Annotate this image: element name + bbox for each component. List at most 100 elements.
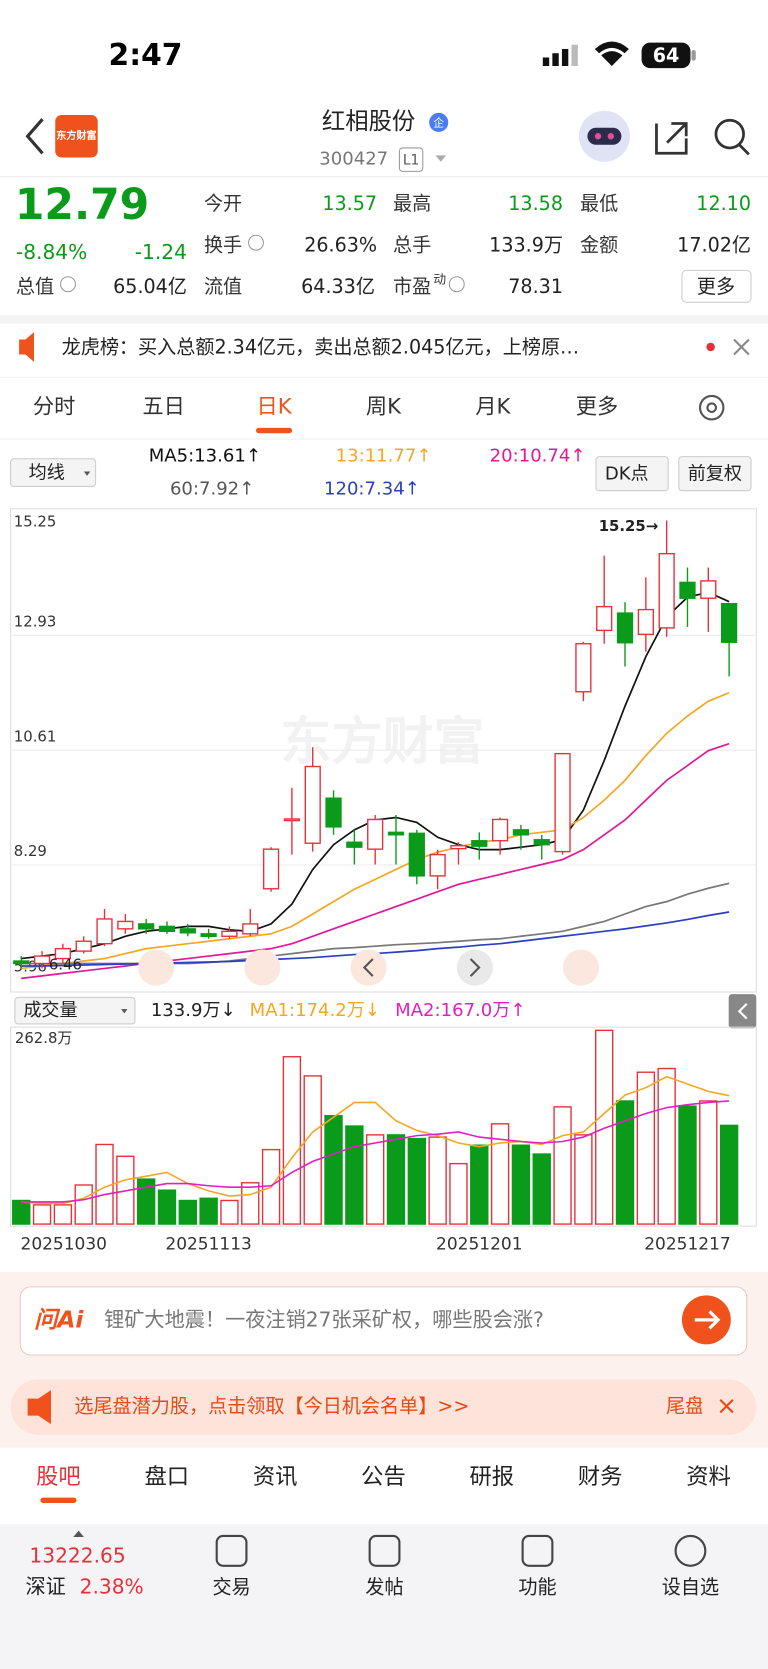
volume-latest: 133.9万↓ bbox=[151, 1000, 236, 1021]
candle-body bbox=[512, 829, 530, 836]
field-label: 今开 bbox=[204, 192, 242, 215]
nav-label[interactable]: 交易 bbox=[212, 1576, 250, 1599]
sub-tab[interactable]: 研报 bbox=[470, 1464, 515, 1490]
candle-body bbox=[554, 752, 571, 853]
field-value: 17.02亿 bbox=[677, 233, 751, 256]
nav-icon[interactable] bbox=[521, 1534, 554, 1567]
volume-bar bbox=[595, 1029, 614, 1225]
info-icon[interactable] bbox=[248, 234, 264, 251]
volume-bar bbox=[303, 1075, 322, 1225]
ma-legend: 13:11.77↑ bbox=[336, 446, 432, 467]
tab[interactable]: 日K bbox=[256, 395, 292, 420]
battery: 64 bbox=[653, 44, 680, 67]
sub-tab[interactable]: 公告 bbox=[361, 1464, 406, 1490]
back-button[interactable] bbox=[25, 118, 44, 155]
settings-icon[interactable] bbox=[698, 394, 725, 421]
sub-tab[interactable]: 股吧 bbox=[36, 1464, 81, 1490]
field-value: 26.63% bbox=[304, 233, 377, 256]
tab[interactable]: 五日 bbox=[142, 395, 184, 420]
volume-bar bbox=[12, 1199, 31, 1225]
candle-body bbox=[221, 930, 238, 937]
nav-label[interactable]: 发帖 bbox=[365, 1576, 403, 1599]
field-value: 13.57 bbox=[322, 192, 377, 215]
level-box bbox=[398, 147, 424, 172]
candle-body bbox=[720, 602, 738, 643]
volume-bar bbox=[719, 1124, 739, 1225]
volume-indicator: 成交量 bbox=[23, 1000, 77, 1021]
vol-ma-line bbox=[21, 1100, 730, 1203]
sub-tab[interactable]: 资料 bbox=[686, 1464, 731, 1490]
dk-label: DK点 bbox=[605, 464, 649, 485]
share-button[interactable] bbox=[655, 122, 688, 155]
tab[interactable]: 更多 bbox=[576, 395, 618, 420]
notice[interactable]: 龙虎榜：买入总额2.34亿元，卖出总额2.045亿元，上榜原… bbox=[62, 336, 580, 359]
adjust-label: 前复权 bbox=[688, 464, 742, 485]
volume-bar bbox=[74, 1184, 93, 1225]
collapse[interactable] bbox=[728, 994, 757, 1029]
field-value: 64.33亿 bbox=[301, 275, 375, 298]
tab[interactable]: 分时 bbox=[33, 395, 75, 420]
candle-body bbox=[304, 765, 321, 844]
candle-body bbox=[325, 797, 342, 828]
field-label: 最高 bbox=[393, 192, 431, 215]
volume-bar bbox=[178, 1199, 197, 1225]
status-icons bbox=[542, 41, 696, 69]
dk-button[interactable] bbox=[595, 456, 669, 492]
volume-bar bbox=[532, 1153, 551, 1225]
ai-bar[interactable] bbox=[19, 1286, 748, 1356]
vol-ma-line bbox=[21, 1075, 730, 1205]
nav-label[interactable]: 功能 bbox=[518, 1576, 556, 1599]
volume-bar bbox=[241, 1182, 260, 1225]
badge bbox=[429, 112, 449, 132]
chart-controls[interactable] bbox=[138, 949, 600, 986]
info-icon[interactable] bbox=[60, 276, 76, 293]
field-value: 78.31 bbox=[508, 275, 563, 298]
close-notice[interactable] bbox=[733, 338, 750, 356]
candle-body bbox=[575, 643, 592, 693]
field-value: 133.9万 bbox=[489, 233, 563, 256]
nav-icon[interactable] bbox=[368, 1534, 401, 1567]
volume-bar bbox=[157, 1189, 177, 1225]
candle-body bbox=[54, 947, 72, 960]
app-logo bbox=[55, 114, 98, 158]
volume-bar bbox=[636, 1071, 656, 1225]
dropdown[interactable] bbox=[435, 155, 447, 162]
sub-tab[interactable]: 盘口 bbox=[144, 1464, 189, 1490]
close-promo[interactable] bbox=[719, 1398, 734, 1414]
field-value: 65.04亿 bbox=[113, 275, 187, 298]
adjust-button[interactable] bbox=[678, 456, 752, 492]
candle-body bbox=[283, 818, 301, 822]
more-button[interactable] bbox=[681, 269, 752, 303]
volume-select[interactable] bbox=[14, 996, 136, 1025]
level: L1 bbox=[403, 153, 419, 169]
nav-icon[interactable] bbox=[215, 1534, 248, 1567]
sub-tab[interactable]: 资讯 bbox=[253, 1464, 298, 1490]
sub-tab[interactable]: 财务 bbox=[578, 1464, 623, 1490]
volume-bar bbox=[511, 1144, 531, 1225]
promo-bar[interactable] bbox=[10, 1379, 757, 1435]
volume-max: 262.8万 bbox=[15, 1029, 72, 1047]
price: 12.79 bbox=[15, 181, 149, 230]
info-icon[interactable] bbox=[448, 276, 465, 293]
low-label: 6.46 bbox=[49, 955, 82, 973]
tab[interactable]: 周K bbox=[366, 395, 402, 420]
volume-bar bbox=[470, 1144, 489, 1225]
change: -1.24 bbox=[135, 240, 187, 264]
candle-body bbox=[408, 832, 425, 877]
badge-text: 企 bbox=[433, 116, 444, 129]
candle-body bbox=[138, 923, 155, 930]
field-label: 总值 bbox=[16, 275, 54, 298]
candle-body bbox=[637, 608, 654, 636]
volume-bar bbox=[574, 1134, 593, 1225]
vol-ma-legend: MA1:174.2万↓ bbox=[250, 1000, 380, 1021]
status-time: 2:47 bbox=[109, 38, 183, 73]
tab[interactable]: 月K bbox=[475, 395, 511, 420]
search-button[interactable] bbox=[714, 118, 750, 156]
candle-body bbox=[346, 841, 363, 848]
field-label: 最低 bbox=[580, 192, 618, 215]
indicator-select[interactable] bbox=[10, 458, 97, 487]
nav-label[interactable]: 设自选 bbox=[662, 1576, 719, 1599]
nav-icon[interactable] bbox=[674, 1534, 707, 1567]
x-tick-label: 20251217 bbox=[644, 1234, 730, 1254]
candle-body bbox=[33, 955, 51, 965]
